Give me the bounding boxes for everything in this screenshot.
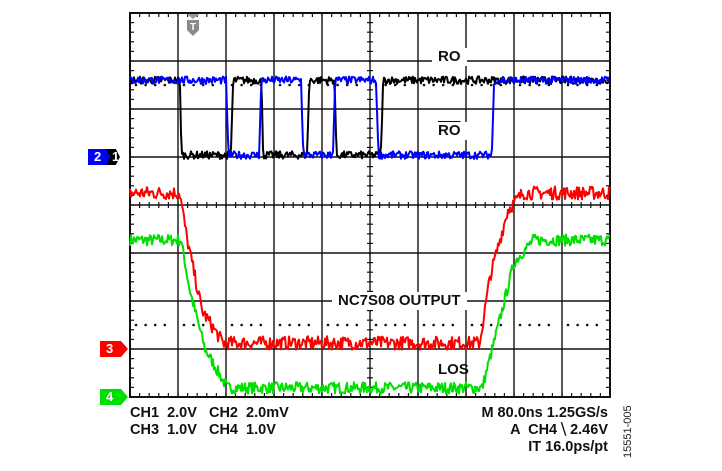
reference-level-dot — [451, 323, 455, 327]
settings-left-line2: CH3 1.0V CH4 1.0V — [130, 422, 276, 438]
label-los: LOS — [438, 361, 469, 378]
settings-right-line1: M 80.0ns 1.25GS/s — [481, 405, 608, 421]
reference-level-dot — [518, 83, 522, 87]
reference-level-dot — [518, 323, 522, 327]
reference-level-dot — [384, 323, 387, 327]
channel-4-label: 4 — [106, 389, 114, 404]
reference-level-dot — [240, 323, 243, 327]
reference-level-dot — [566, 323, 570, 327]
settings-left-line1: CH1 2.0V CH2 2.0mV — [130, 405, 289, 421]
reference-level-dot — [163, 83, 167, 87]
settings-right-line3: IT 16.0ps/pt — [528, 439, 608, 455]
reference-level-dot — [249, 83, 253, 87]
reference-level-dot — [547, 83, 551, 87]
reference-level-dot — [278, 83, 282, 87]
channel-2-marker[interactable]: 2 — [88, 149, 114, 165]
reference-level-dot — [326, 323, 330, 327]
reference-level-dot — [537, 323, 541, 327]
trigger-marker: T — [187, 14, 199, 36]
reference-level-dot — [288, 83, 291, 87]
reference-level-dot — [355, 83, 359, 87]
reference-level-dot — [230, 323, 234, 327]
reference-level-dot — [480, 83, 483, 87]
reference-level-dot — [211, 83, 215, 87]
reference-level-dot — [585, 323, 589, 327]
reference-level-dot — [297, 323, 301, 327]
reference-level-dot — [182, 323, 186, 327]
reference-level-dot — [336, 323, 339, 327]
reference-level-dot — [547, 323, 551, 327]
reference-level-dot — [528, 323, 531, 327]
trace-nc7s08-output — [129, 185, 611, 351]
trace-los — [129, 233, 611, 395]
reference-level-dot — [153, 83, 157, 87]
label-nc7s08-output: NC7S08 OUTPUT — [332, 292, 467, 310]
reference-level-dot — [576, 323, 579, 327]
reference-level-dot — [297, 83, 301, 87]
reference-level-dot — [259, 323, 263, 327]
channel-2-label: 2 — [94, 149, 102, 164]
reference-level-dot — [144, 323, 147, 327]
reference-level-dot — [345, 323, 349, 327]
reference-level-dot — [403, 323, 407, 327]
trigger-label: T — [190, 22, 196, 33]
traces — [129, 75, 611, 395]
channel-1-label: 1 — [112, 149, 120, 164]
reference-level-dot — [470, 323, 474, 327]
reference-level-dot — [403, 83, 407, 87]
channel-3-marker[interactable]: 3 — [100, 341, 128, 357]
reference-level-dot — [278, 323, 282, 327]
reference-level-dot — [595, 323, 599, 327]
reference-level-dot — [432, 83, 435, 87]
reference-level-dot — [441, 83, 445, 87]
reference-level-dot — [374, 323, 378, 327]
reference-level-dot — [422, 83, 426, 87]
trace-ro — [129, 75, 611, 160]
reference-level-dot — [144, 83, 147, 87]
label-ro-bar: RO — [432, 122, 467, 140]
reference-level-dot — [163, 323, 167, 327]
trace-ro-bar — [129, 75, 610, 160]
reference-level-dot — [432, 323, 435, 327]
reference-level-dot — [336, 83, 339, 87]
reference-level-dot — [499, 83, 503, 87]
reference-level-dot — [240, 83, 243, 87]
figure-code: 15551-005 — [622, 405, 634, 458]
reference-level-dot — [153, 323, 157, 327]
reference-level-dot — [422, 323, 426, 327]
reference-level-dot — [288, 323, 291, 327]
reference-level-dot — [537, 83, 541, 87]
reference-level-dot — [307, 323, 311, 327]
channel-1-marker[interactable]: 1 — [106, 149, 120, 165]
reference-level-dot — [499, 323, 503, 327]
reference-level-dot — [355, 323, 359, 327]
reference-level-dot — [489, 83, 493, 87]
channel-4-marker[interactable]: 4 — [100, 389, 128, 405]
reference-level-dot — [134, 83, 138, 87]
reference-level-dot — [489, 323, 493, 327]
reference-level-dot — [470, 83, 474, 87]
reference-level-dot — [201, 323, 205, 327]
reference-level-dot — [441, 323, 445, 327]
reference-level-dot — [192, 323, 195, 327]
channel-3-label: 3 — [106, 341, 114, 356]
reference-level-dot — [134, 323, 138, 327]
reference-level-dot — [192, 83, 195, 87]
reference-level-dot — [393, 83, 397, 87]
reference-level-dot — [182, 83, 186, 87]
label-ro: RO — [432, 48, 467, 66]
reference-level-dot — [249, 323, 253, 327]
reference-level-dot — [576, 83, 579, 87]
reference-level-dot — [566, 83, 570, 87]
reference-level-dot — [393, 323, 397, 327]
settings-right-line2: A CH4 ⧹ 2.46V — [510, 422, 608, 438]
grid-border — [129, 12, 611, 398]
